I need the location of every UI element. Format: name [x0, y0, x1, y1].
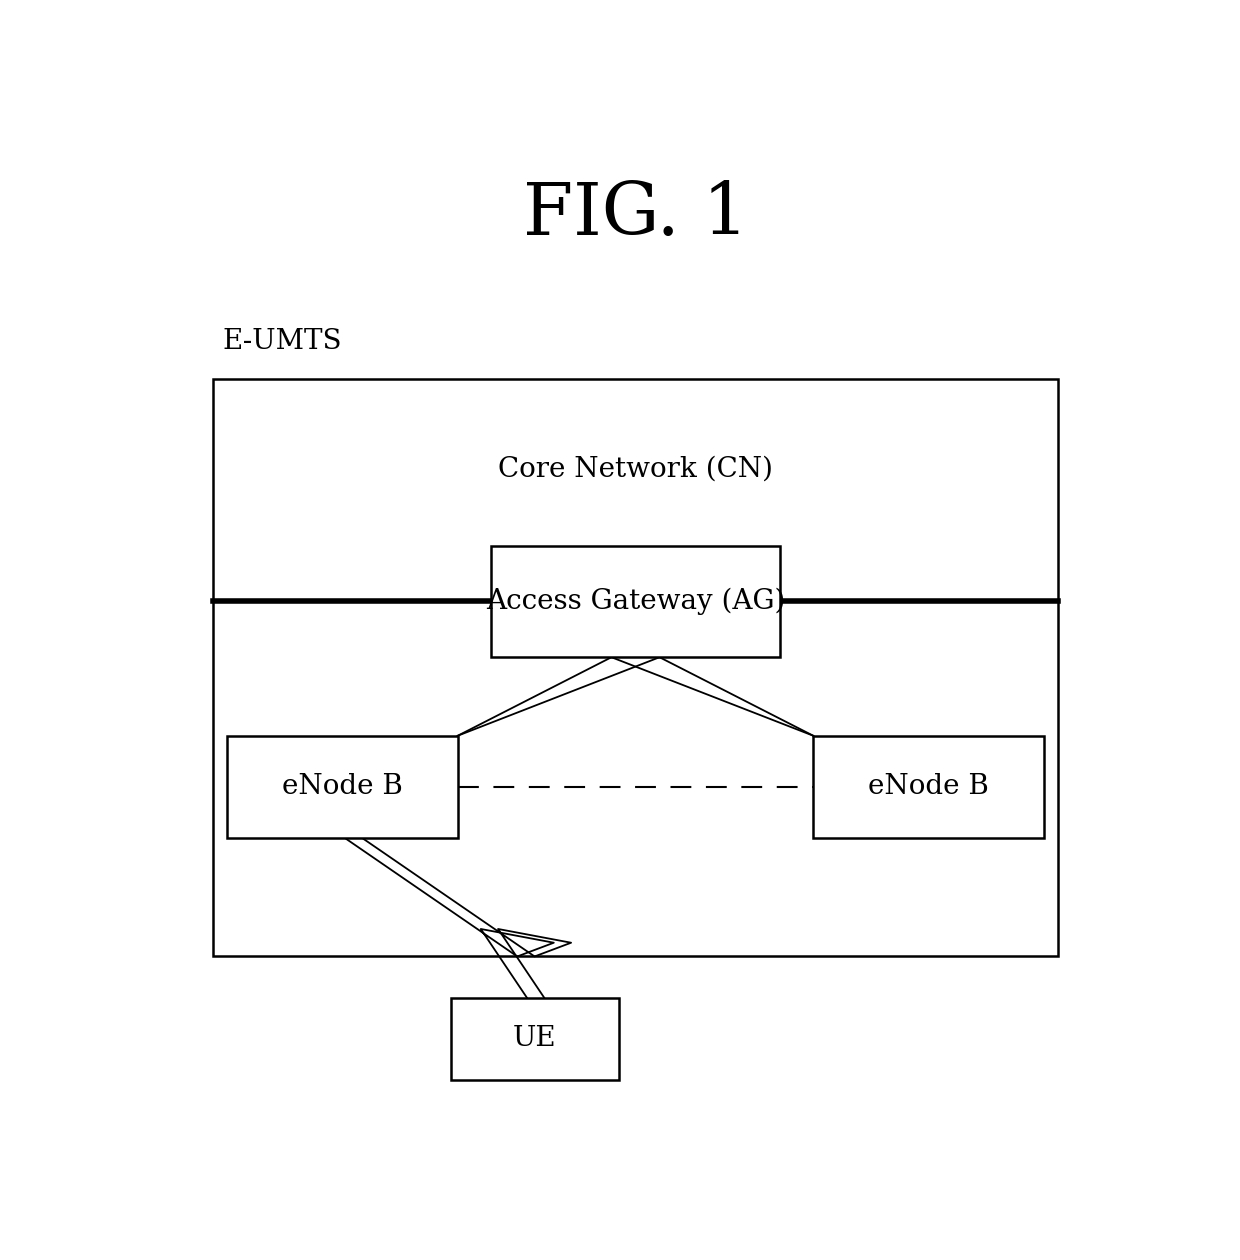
Bar — [813, 736, 1044, 838]
Text: Access Gateway (AG): Access Gateway (AG) — [486, 587, 785, 615]
Text: FIG. 1: FIG. 1 — [523, 179, 748, 249]
Text: eNode B: eNode B — [868, 774, 990, 800]
Text: eNode B: eNode B — [281, 774, 403, 800]
Text: UE: UE — [513, 1026, 557, 1052]
Bar — [227, 736, 458, 838]
Text: E-UMTS: E-UMTS — [222, 328, 342, 355]
Text: Core Network (CN): Core Network (CN) — [498, 455, 773, 483]
Bar — [491, 546, 780, 658]
Bar — [450, 998, 619, 1080]
Bar — [213, 379, 1058, 956]
